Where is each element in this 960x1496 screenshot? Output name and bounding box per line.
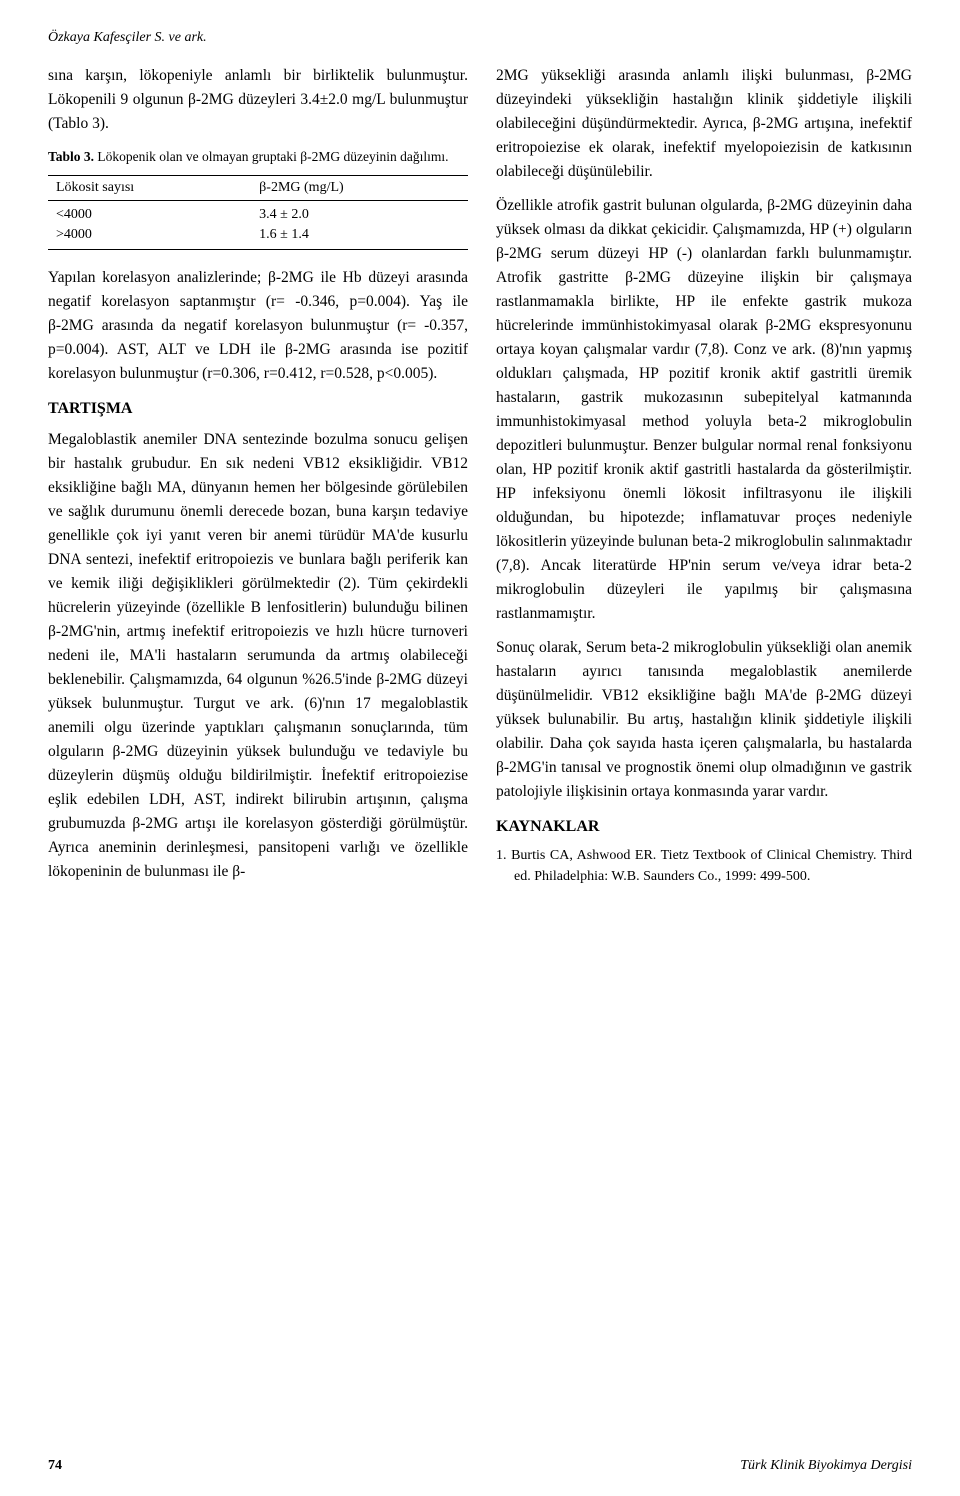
table3-col-header-1: Lökosit sayısı xyxy=(48,175,251,200)
table3-col-header-2: β-2MG (mg/L) xyxy=(251,175,468,200)
journal-name: Türk Klinik Biyokimya Dergisi xyxy=(740,1458,912,1474)
table3-header-row: Lökosit sayısı β-2MG (mg/L) xyxy=(48,175,468,200)
right-column: 2MG yüksekliği arasında anlamlı ilişki b… xyxy=(496,64,912,887)
table3-r1c2: 3.4 ± 2.0 xyxy=(251,200,468,225)
left-para-3: Megaloblastik anemiler DNA sentezinde bo… xyxy=(48,428,468,884)
kaynaklar-heading: KAYNAKLAR xyxy=(496,818,912,836)
main-content: sına karşın, lökopeniyle anlamlı bir bir… xyxy=(48,64,912,887)
table3-label: Tablo 3. xyxy=(48,149,94,164)
table3-row-2: >4000 1.6 ± 1.4 xyxy=(48,225,468,250)
left-para-1: sına karşın, lökopeniyle anlamlı bir bir… xyxy=(48,64,468,136)
page-footer: 74 Türk Klinik Biyokimya Dergisi xyxy=(48,1458,912,1474)
left-para-2: Yapılan korelasyon analizlerinde; β-2MG … xyxy=(48,266,468,386)
page-number: 74 xyxy=(48,1458,62,1474)
right-para-3: Sonuç olarak, Serum beta-2 mikroglobulin… xyxy=(496,636,912,804)
table3-caption-text: Lökopenik olan ve olmayan gruptaki β-2MG… xyxy=(97,149,448,164)
table3-r1c1: <4000 xyxy=(48,200,251,225)
table3-row-1: <4000 3.4 ± 2.0 xyxy=(48,200,468,225)
header-authors: Özkaya Kafesçiler S. ve ark. xyxy=(48,30,912,46)
table3-r2c2: 1.6 ± 1.4 xyxy=(251,225,468,250)
reference-1: 1. Burtis CA, Ashwood ER. Tietz Textbook… xyxy=(496,846,912,887)
right-para-2: Özellikle atrofik gastrit bulunan olgula… xyxy=(496,194,912,626)
right-para-1: 2MG yüksekliği arasında anlamlı ilişki b… xyxy=(496,64,912,184)
table3-r2c1: >4000 xyxy=(48,225,251,250)
table3: Lökosit sayısı β-2MG (mg/L) <4000 3.4 ± … xyxy=(48,175,468,250)
table3-caption: Tablo 3. Lökopenik olan ve olmayan grupt… xyxy=(48,148,468,167)
left-column: sına karşın, lökopeniyle anlamlı bir bir… xyxy=(48,64,468,887)
tartisma-heading: TARTIŞMA xyxy=(48,400,468,418)
